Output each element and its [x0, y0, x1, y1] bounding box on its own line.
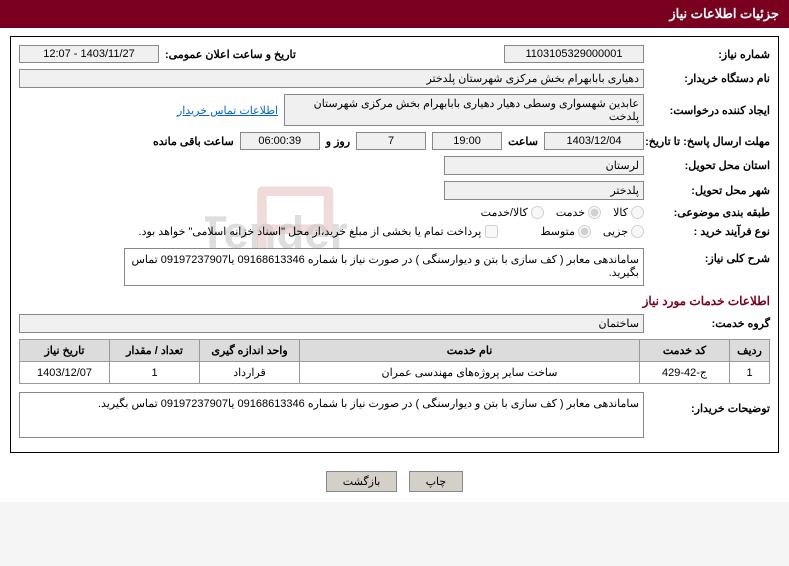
services-table: ردیف کد خدمت نام خدمت واحد اندازه گیری ت… — [19, 339, 770, 384]
radio-partial-label: جزیی — [603, 225, 628, 238]
td-need-date: 1403/12/07 — [20, 362, 110, 384]
back-button[interactable]: بازگشت — [326, 471, 398, 492]
radio-medium[interactable]: متوسط — [540, 225, 591, 238]
overview-label: شرح کلی نیاز: — [650, 248, 770, 265]
row-province: استان محل تحویل: لرستان — [19, 156, 770, 175]
buyer-contact-link[interactable]: اطلاعات تماس خریدار — [177, 104, 278, 117]
radio-service[interactable]: خدمت — [556, 206, 601, 219]
row-deadline: مهلت ارسال پاسخ: تا تاریخ: 1403/12/04 سا… — [19, 132, 770, 150]
services-section-title: اطلاعات خدمات مورد نیاز — [19, 294, 770, 308]
radio-service-label: خدمت — [556, 206, 585, 219]
radio-goods-service-input — [531, 206, 544, 219]
buyer-name-value: دهیاری بابابهرام بخش مرکزی شهرستان پلدخت… — [19, 69, 644, 88]
row-need-number: شماره نیاز: 1103105329000001 تاریخ و ساع… — [19, 45, 770, 63]
city-value: پلدختر — [444, 181, 644, 200]
td-service-code: ج-42-429 — [640, 362, 730, 384]
deadline-time-value: 19:00 — [432, 132, 502, 150]
countdown-value: 06:00:39 — [240, 132, 320, 150]
city-label: شهر محل تحویل: — [650, 184, 770, 197]
buyer-name-label: نام دستگاه خریدار: — [650, 72, 770, 85]
radio-goods[interactable]: کالا — [613, 206, 644, 219]
radio-partial-input — [631, 225, 644, 238]
deadline-label: مهلت ارسال پاسخ: تا تاریخ: — [650, 135, 770, 148]
td-service-name: ساخت سایر پروژه‌های مهندسی عمران — [300, 362, 640, 384]
td-row: 1 — [730, 362, 770, 384]
process-label: نوع فرآیند خرید : — [650, 225, 770, 238]
th-unit: واحد اندازه گیری — [200, 340, 300, 362]
announce-date-value: 1403/11/27 - 12:07 — [19, 45, 159, 63]
announce-date-label: تاریخ و ساعت اعلان عمومی: — [165, 48, 296, 61]
page-title: جزئیات اطلاعات نیاز — [669, 6, 779, 21]
buyer-notes-text: ساماندهی معابر ( کف سازی با بتن و دیوارس… — [19, 392, 644, 438]
process-radio-group: جزیی متوسط — [540, 225, 644, 238]
need-number-label: شماره نیاز: — [650, 48, 770, 61]
table-row: 1 ج-42-429 ساخت سایر پروژه‌های مهندسی عم… — [20, 362, 770, 384]
th-need-date: تاریخ نیاز — [20, 340, 110, 362]
th-qty: تعداد / مقدار — [110, 340, 200, 362]
radio-goods-service[interactable]: کالا/خدمت — [481, 206, 544, 219]
deadline-date-value: 1403/12/04 — [544, 132, 644, 150]
service-group-label: گروه خدمت: — [650, 317, 770, 330]
service-group-value: ساختمان — [19, 314, 644, 333]
radio-medium-label: متوسط — [540, 225, 575, 238]
row-city: شهر محل تحویل: پلدختر — [19, 181, 770, 200]
overview-text: ساماندهی معابر ( کف سازی با بتن و دیوارس… — [124, 248, 644, 286]
payment-checkbox[interactable]: پرداخت تمام یا بخشی از مبلغ خرید،از محل … — [139, 225, 499, 238]
requester-value: عابدین شهسواری وسطی دهیار دهیاری بابابهر… — [284, 94, 644, 126]
radio-goods-input — [631, 206, 644, 219]
buyer-notes-label: توضیحات خریدار: — [650, 392, 770, 415]
row-category: طبقه بندی موضوعی: کالا خدمت کالا/خدمت — [19, 206, 770, 219]
print-button[interactable]: چاپ — [409, 471, 464, 492]
province-value: لرستان — [444, 156, 644, 175]
th-row: ردیف — [730, 340, 770, 362]
page-header: جزئیات اطلاعات نیاز — [0, 0, 789, 28]
province-label: استان محل تحویل: — [650, 159, 770, 172]
row-overview: شرح کلی نیاز: ساماندهی معابر ( کف سازی ب… — [19, 248, 770, 286]
category-radio-group: کالا خدمت کالا/خدمت — [481, 206, 644, 219]
row-buyer-notes: توضیحات خریدار: ساماندهی معابر ( کف سازی… — [19, 392, 770, 438]
days-value: 7 — [356, 132, 426, 150]
payment-note: پرداخت تمام یا بخشی از مبلغ خرید،از محل … — [139, 225, 482, 238]
row-service-group: گروه خدمت: ساختمان — [19, 314, 770, 333]
radio-goods-service-label: کالا/خدمت — [481, 206, 528, 219]
radio-goods-label: کالا — [613, 206, 628, 219]
need-number-value: 1103105329000001 — [504, 45, 644, 63]
radio-partial[interactable]: جزیی — [603, 225, 644, 238]
time-label: ساعت — [508, 135, 538, 148]
th-service-name: نام خدمت — [300, 340, 640, 362]
row-process: نوع فرآیند خرید : جزیی متوسط پرداخت تمام… — [19, 225, 770, 238]
radio-medium-input — [578, 225, 591, 238]
days-and-label: روز و — [326, 135, 350, 148]
td-unit: قرارداد — [200, 362, 300, 384]
category-label: طبقه بندی موضوعی: — [650, 206, 770, 219]
row-requester: ایجاد کننده درخواست: عابدین شهسواری وسطی… — [19, 94, 770, 126]
th-service-code: کد خدمت — [640, 340, 730, 362]
button-bar: چاپ بازگشت — [0, 461, 789, 502]
payment-checkbox-input — [485, 225, 498, 238]
remaining-label: ساعت باقی مانده — [153, 135, 234, 148]
table-header-row: ردیف کد خدمت نام خدمت واحد اندازه گیری ت… — [20, 340, 770, 362]
requester-label: ایجاد کننده درخواست: — [650, 104, 770, 117]
row-buyer: نام دستگاه خریدار: دهیاری بابابهرام بخش … — [19, 69, 770, 88]
td-qty: 1 — [110, 362, 200, 384]
radio-service-input — [588, 206, 601, 219]
